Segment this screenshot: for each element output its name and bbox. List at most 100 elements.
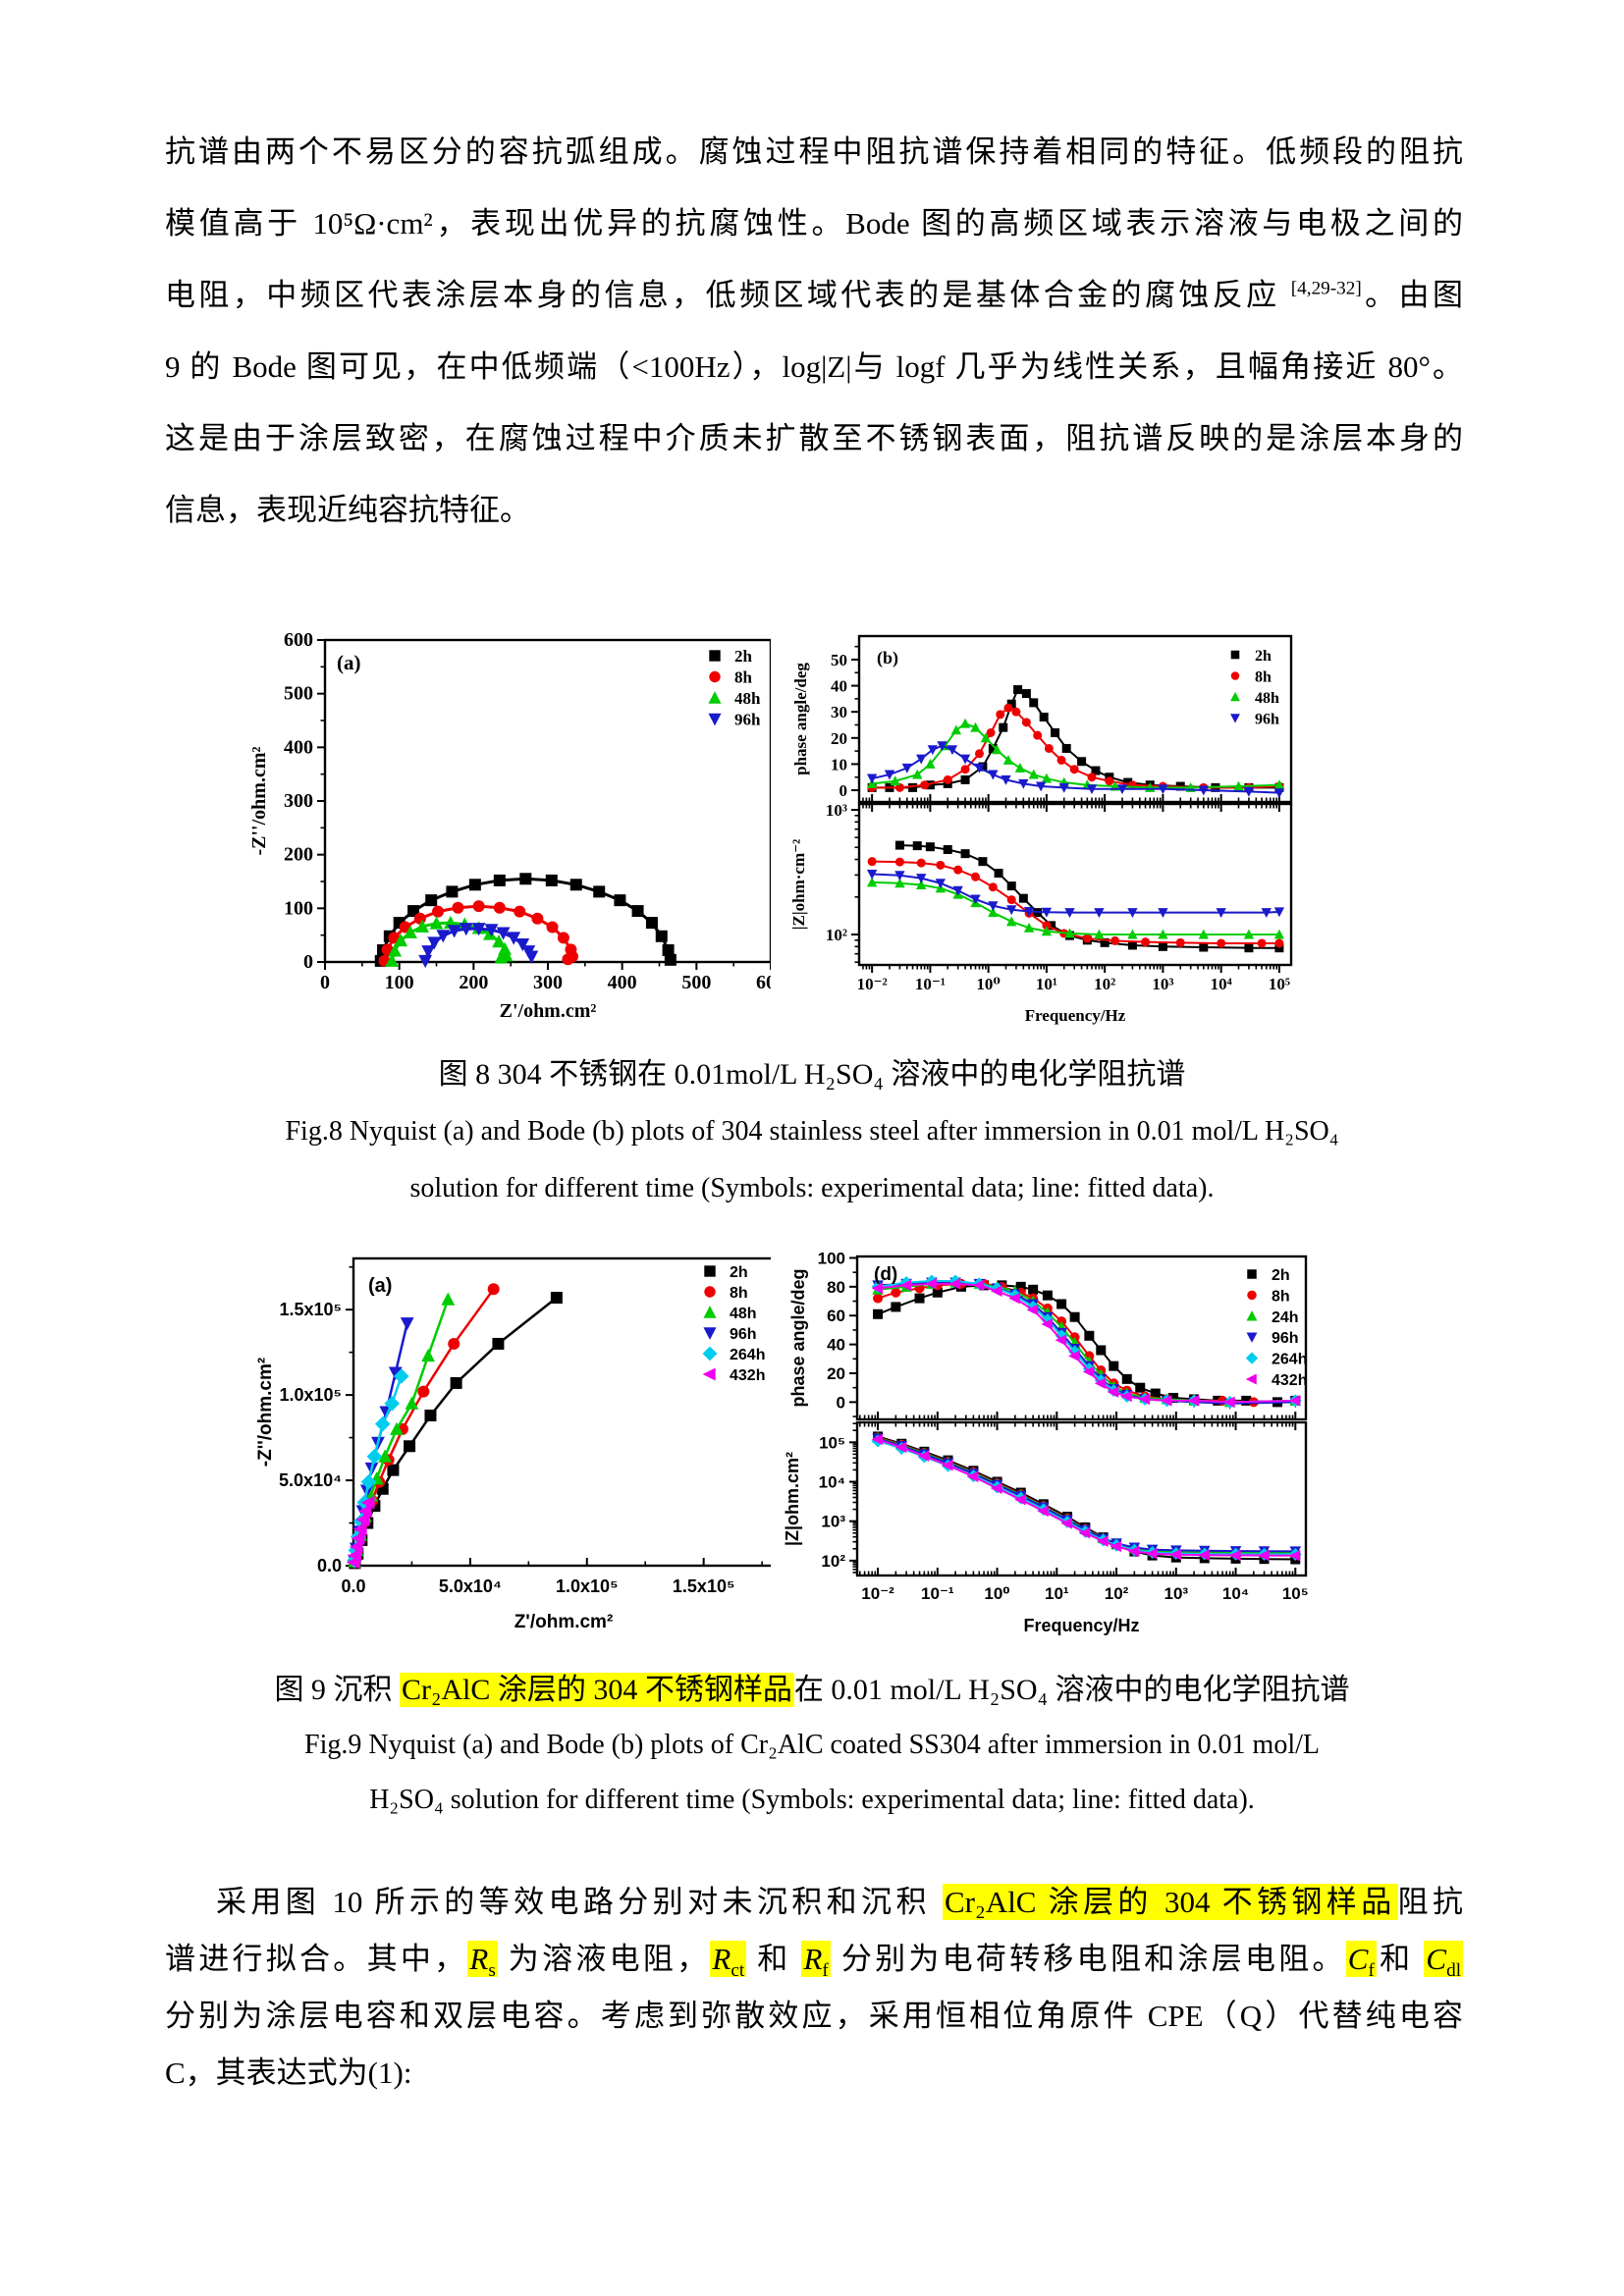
svg-text:|Z|ohm.cm²: |Z|ohm.cm² (783, 1452, 802, 1546)
svg-text:phase angle/deg: phase angle/deg (791, 663, 810, 775)
svg-text:600: 600 (284, 629, 313, 651)
text-segment: 在 0.01 mol/L H₂SO₄ 溶液中的电化学阻抗谱 (793, 1674, 1350, 1706)
svg-text:Frequency/Hz: Frequency/Hz (1025, 1006, 1126, 1025)
svg-text:20: 20 (831, 729, 847, 748)
svg-text:2h: 2h (730, 1264, 748, 1281)
paragraph-2: 采用图 10 所示的等效电路分别对未沉积和沉积 Cr₂AlC 涂层的 304 不… (165, 1874, 1464, 2102)
svg-text:10³: 10³ (821, 1513, 845, 1531)
text-segment: 分别为电荷转移电阻和涂层电阻。 (830, 1942, 1346, 1976)
highlighted-text: Cr₂AlC 涂层的 304 不锈钢样品 (943, 1884, 1398, 1920)
text-line: 这是由于涂层致密，在腐蚀过程中介质未扩散至不锈钢表面，阻抗谱反映的是涂层本身的 (165, 421, 1463, 455)
svg-text:0: 0 (837, 1393, 845, 1412)
svg-text:(d): (d) (874, 1264, 897, 1285)
fig8-caption-chinese: 图 8 304 不锈钢在 0.01mol/L H₂SO₄ 溶液中的电化学阻抗谱 (438, 1058, 1186, 1091)
highlighted-variable-Rct: Rct (710, 1941, 747, 1982)
fig9-caption-english-1: Fig.9 Nyquist (a) and Bode (b) plots of … (304, 1730, 1320, 1760)
fig9-bode-phase-chart: 0 20 40 60 80 100 (d) 2h 8h 24h 96h 264h 432h phase a… (771, 1229, 1340, 1421)
highlighted-text: Cr₂AlC 涂层的 304 不锈钢样品 (399, 1673, 794, 1707)
fig8-bode-impedance-chart: 10⁻² 10⁻¹ 10⁰ 10¹ 10² 10³ 10⁴ 10⁵ 10² 10³ Frequenc… (771, 803, 1340, 1033)
svg-text:8h: 8h (1255, 669, 1272, 686)
svg-text:500: 500 (284, 683, 313, 705)
svg-text:100: 100 (818, 1249, 845, 1267)
svg-text:10²: 10² (1105, 1584, 1129, 1603)
svg-text:10⁻¹: 10⁻¹ (921, 1584, 954, 1603)
svg-text:10⁰: 10⁰ (984, 1584, 1009, 1603)
fig8-caption-english-2: solution for different time (Symbols: ex… (409, 1173, 1215, 1203)
svg-text:1.5x10⁵: 1.5x10⁵ (673, 1576, 735, 1596)
fig8-caption: 图 8 304 不锈钢在 0.01mol/L H₂SO₄ 溶液中的电化学阻抗谱 … (0, 1046, 1624, 1217)
svg-text:10⁵: 10⁵ (1269, 975, 1290, 993)
svg-text:10⁻²: 10⁻² (857, 975, 888, 993)
svg-text:80: 80 (827, 1278, 845, 1297)
highlighted-variable-Rs: Rs (467, 1941, 498, 1982)
svg-text:(a): (a) (368, 1275, 392, 1297)
svg-text:300: 300 (533, 972, 563, 993)
fig9-caption: 图 9 沉积 Cr₂AlC 涂层的 304 不锈钢样品在 0.01 mol/L … (0, 1663, 1624, 1828)
fig9-caption-chinese: 图 9 沉积 Cr₂AlC 涂层的 304 不锈钢样品在 0.01 mol/L … (0, 1663, 1624, 1718)
fig8-caption-english-1: Fig.8 Nyquist (a) and Bode (b) plots of … (285, 1116, 1339, 1147)
svg-text:96h: 96h (1272, 1330, 1299, 1347)
citation-reference: [4,29-32] (1290, 278, 1362, 299)
svg-text:500: 500 (681, 972, 711, 993)
svg-text:100: 100 (284, 897, 313, 919)
svg-text:5.0x10⁴: 5.0x10⁴ (439, 1576, 502, 1596)
svg-text:1.5x10⁵: 1.5x10⁵ (279, 1300, 342, 1319)
svg-text:48h: 48h (1255, 690, 1279, 707)
svg-text:10⁵: 10⁵ (1282, 1584, 1309, 1603)
svg-text:0.0: 0.0 (317, 1556, 342, 1575)
text-line: 抗谱由两个不易区分的容抗弧组成。腐蚀过程中阻抗谱保持着相同的特征。低频段的阻抗 (165, 134, 1463, 169)
svg-text:10⁰: 10⁰ (976, 975, 1000, 993)
svg-text:-Z''/ohm.cm²: -Z''/ohm.cm² (255, 1358, 276, 1467)
svg-text:2h: 2h (1272, 1267, 1290, 1284)
svg-text:400: 400 (608, 972, 637, 993)
text-segment: 图 9 沉积 (274, 1674, 400, 1706)
svg-text:0: 0 (839, 781, 848, 800)
svg-text:-Z''/ohm.cm²: -Z''/ohm.cm² (248, 747, 270, 856)
text-segment: 和 (1376, 1942, 1425, 1976)
svg-text:50: 50 (831, 651, 847, 669)
svg-text:2h: 2h (734, 647, 753, 666)
svg-text:432h: 432h (1272, 1372, 1307, 1389)
text-line: 信息，表现近纯容抗特征。 (165, 493, 530, 527)
text-segment: 采用图 10 所示的等效电路分别对未沉积和沉积 (216, 1885, 943, 1919)
svg-text:Frequency/Hz: Frequency/Hz (1023, 1616, 1139, 1635)
fig9-bode-impedance-chart: 10⁻² 10⁻¹ 10⁰ 10¹ 10² 10³ 10⁴ 10⁵ 10² 10³ 10⁴ 10⁵ Fr… (771, 1421, 1340, 1652)
svg-text:24h: 24h (1272, 1309, 1299, 1326)
text-line: 分别为涂层电容和双层电容。考虑到弥散效应，采用恒相位角原件 CPE（Q）代替纯电… (165, 1999, 1463, 2033)
svg-text:40: 40 (827, 1336, 845, 1355)
svg-text:10: 10 (831, 755, 847, 774)
svg-text:96h: 96h (730, 1326, 757, 1343)
svg-text:phase angle/deg: phase angle/deg (788, 1268, 808, 1407)
text-line: 电阻，中频区代表涂层本身的信息，低频区域代表的是基体合金的腐蚀反应 [4,29-… (165, 259, 1463, 331)
svg-text:0: 0 (303, 951, 313, 973)
text-line: 模值高于 10⁵Ω·cm²，表现出优异的抗腐蚀性。Bode 图的高频区域表示溶液… (165, 206, 1463, 240)
svg-text:|Z|ohm·cm⁻²: |Z|ohm·cm⁻² (789, 839, 808, 930)
svg-text:10⁴: 10⁴ (1211, 975, 1232, 993)
svg-text:200: 200 (459, 972, 488, 993)
svg-text:96h: 96h (1255, 712, 1279, 728)
svg-text:2h: 2h (1255, 648, 1272, 665)
svg-text:48h: 48h (734, 689, 761, 708)
text-line: 9 的 Bode 图可见，在中低频端（<100Hz），log|Z|与 logf … (165, 349, 1463, 384)
svg-text:96h: 96h (734, 711, 761, 729)
svg-text:432h: 432h (730, 1367, 765, 1384)
svg-text:10²: 10² (821, 1552, 845, 1571)
svg-text:10²: 10² (826, 926, 847, 944)
fig8-bode-phase-chart: 0 10 20 30 40 50 (b) 2h 8h 48h 96h phase angle/deg (771, 611, 1340, 803)
highlighted-variable-Cdl: Cdl (1424, 1941, 1464, 1982)
text-line: C，其表达式为(1): (165, 2056, 412, 2090)
svg-text:264h: 264h (730, 1347, 765, 1363)
svg-text:Z'/ohm.cm²: Z'/ohm.cm² (500, 1000, 597, 1022)
text-segment: 谱进行拟合。其中， (165, 1942, 468, 1976)
text-line: 谱进行拟合。其中，Rs 为溶液电阻，Rct 和 Rf 分别为电荷转移电阻和涂层电… (165, 1931, 1464, 1988)
svg-text:10³: 10³ (826, 803, 847, 820)
svg-text:Z'/ohm.cm²: Z'/ohm.cm² (514, 1612, 614, 1632)
svg-text:10⁵: 10⁵ (819, 1433, 845, 1452)
svg-text:5.0x10⁴: 5.0x10⁴ (279, 1470, 342, 1490)
svg-text:10⁻¹: 10⁻¹ (915, 975, 946, 993)
svg-text:10¹: 10¹ (1045, 1584, 1069, 1603)
fig9-caption-english-2: H₂SO₄ solution for different time (Symbo… (369, 1785, 1255, 1815)
svg-text:400: 400 (284, 736, 313, 758)
svg-text:10²: 10² (1094, 975, 1115, 993)
svg-text:300: 300 (284, 790, 313, 812)
